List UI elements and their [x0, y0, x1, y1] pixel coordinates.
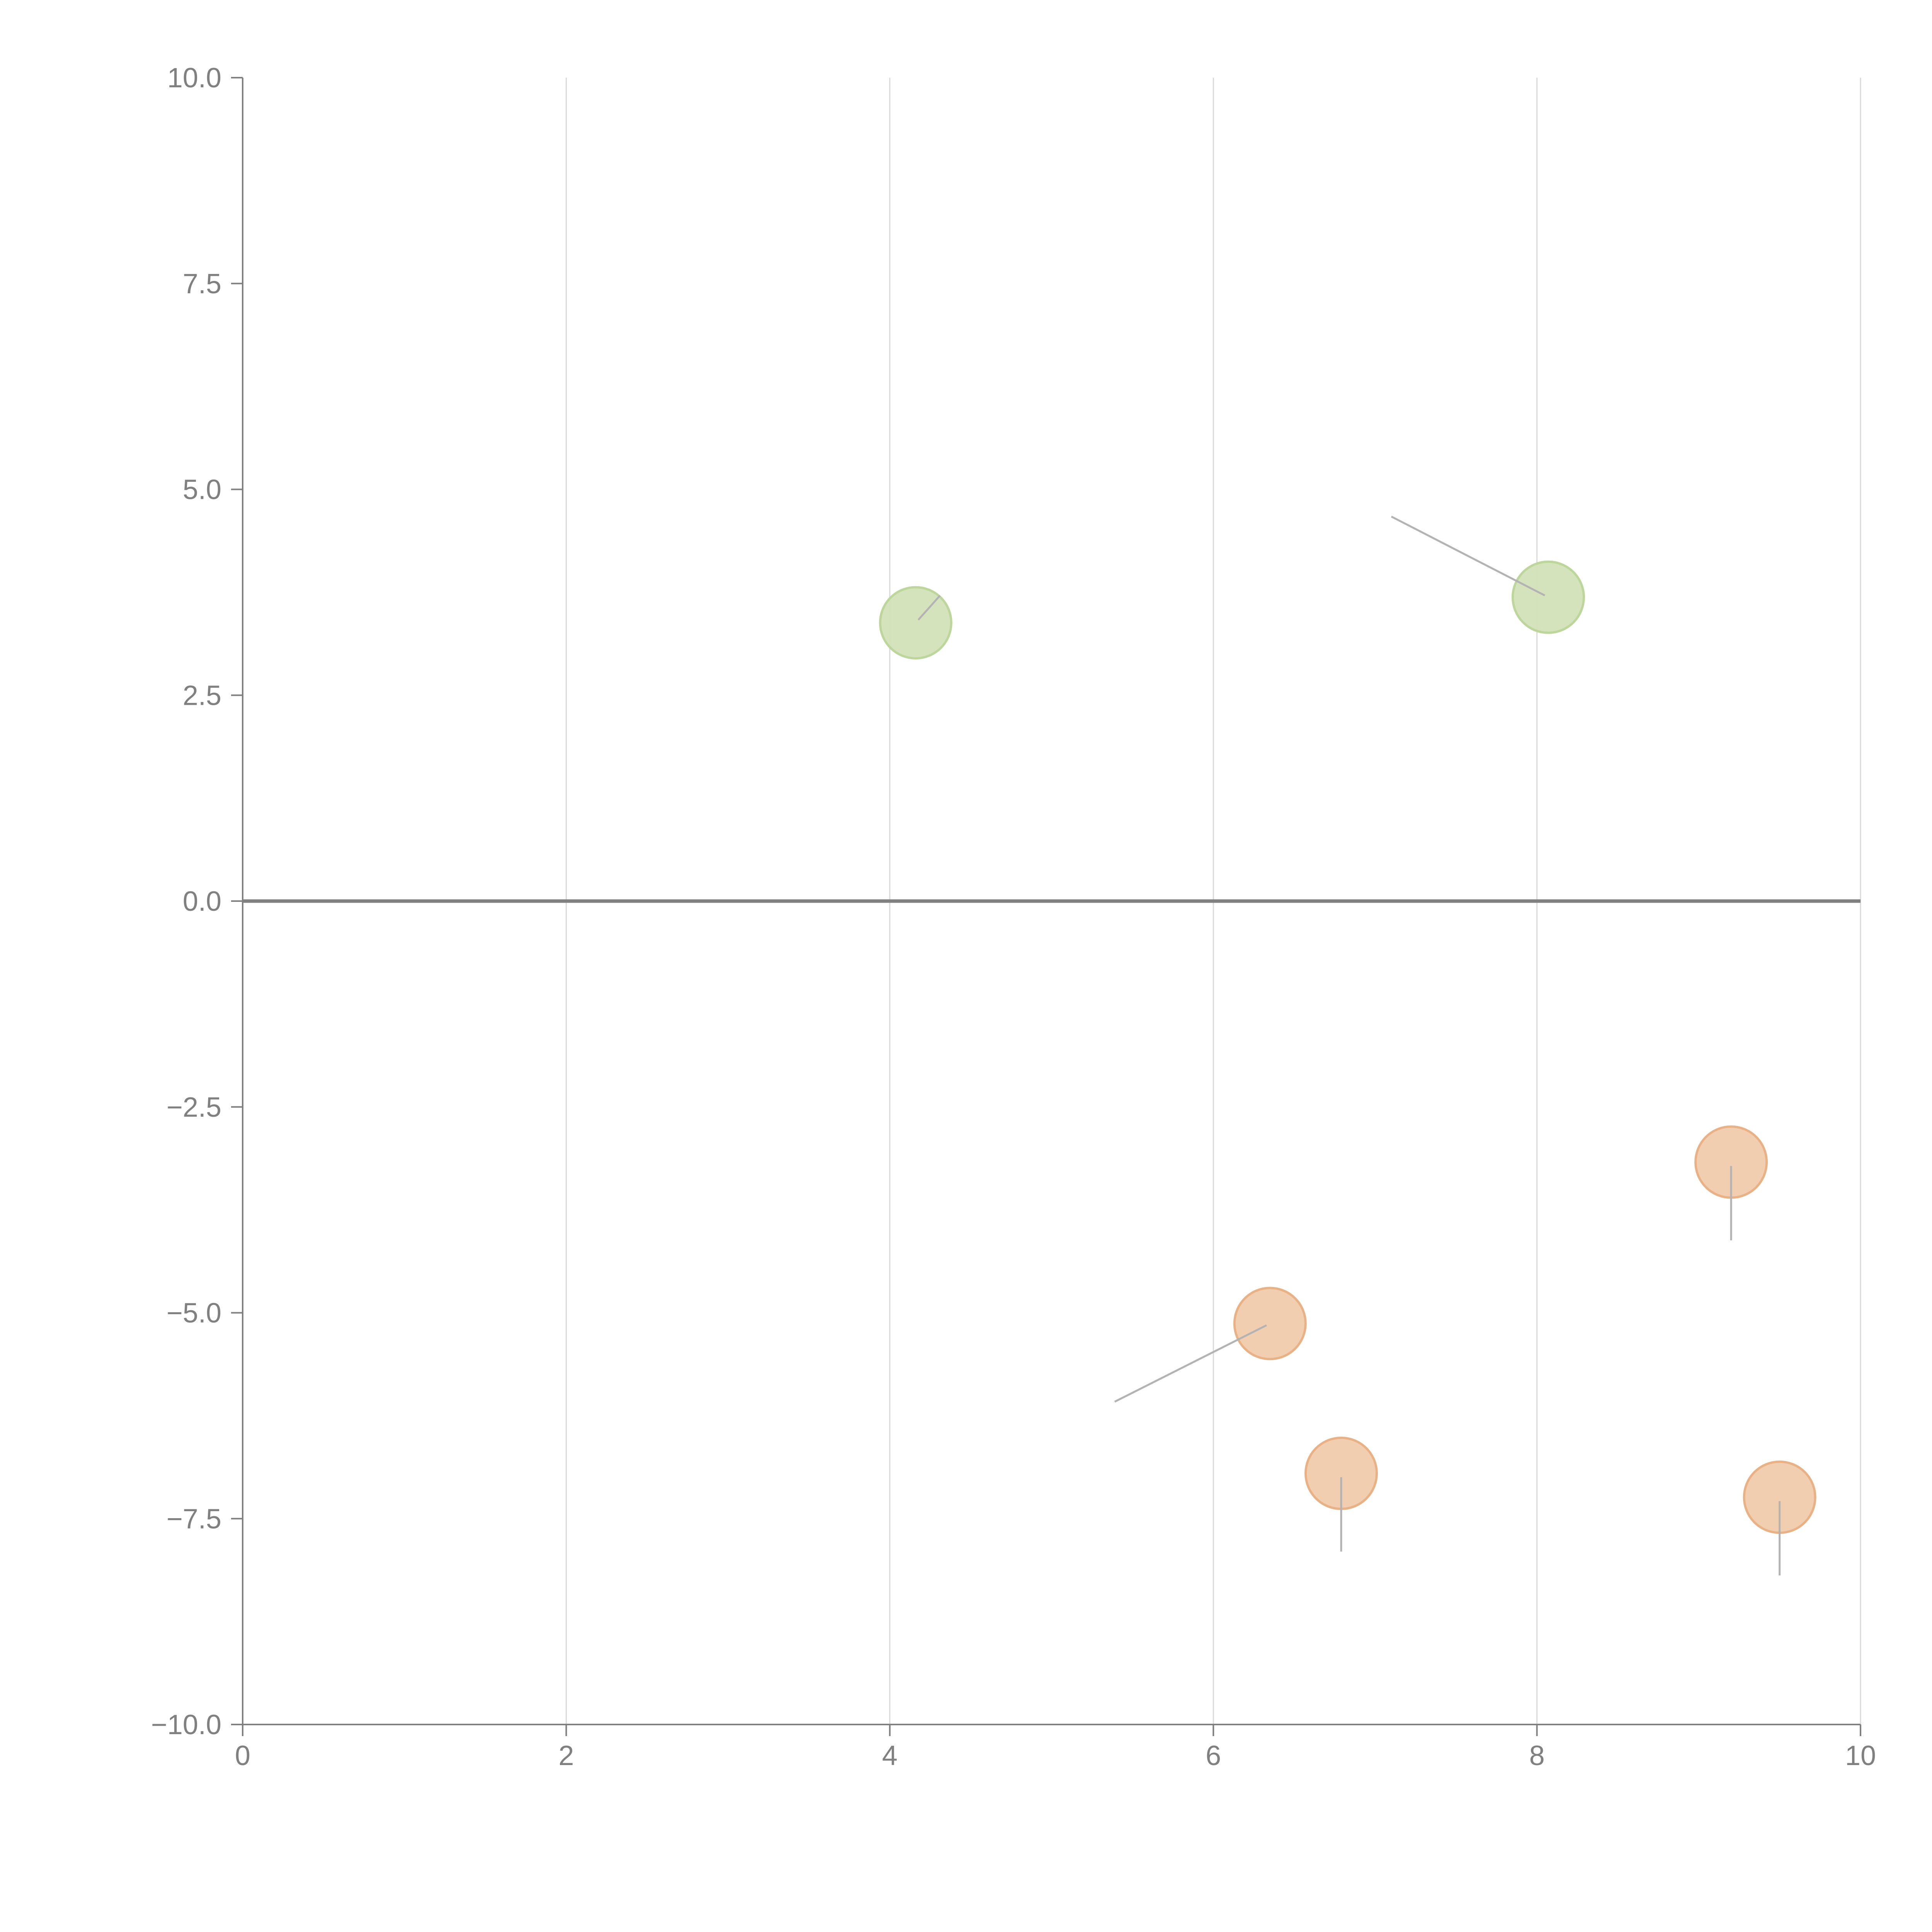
- scatter-point: [1511, 560, 1585, 634]
- scatter-point: [1233, 1287, 1307, 1361]
- y-tick-label: −7.5: [167, 1503, 221, 1534]
- y-tick-label: 10.0: [167, 63, 221, 94]
- x-tick-label: 2: [558, 1740, 574, 1771]
- x-tick-label: 6: [1206, 1740, 1221, 1771]
- y-tick-label: 0.0: [183, 886, 221, 917]
- y-tick-label: −5.0: [167, 1298, 221, 1329]
- y-tick-label: 5.0: [183, 474, 221, 505]
- x-tick-label: 10: [1845, 1740, 1876, 1771]
- points-layer: [879, 515, 1816, 1576]
- x-tick-label: 4: [882, 1740, 898, 1771]
- x-tick-label: 8: [1529, 1740, 1545, 1771]
- leader-line: [1391, 515, 1546, 597]
- scatter-point: [879, 586, 952, 660]
- x-tick-label: 0: [235, 1740, 250, 1771]
- y-tick-label: 7.5: [183, 269, 221, 299]
- leader-line: [1114, 1324, 1267, 1403]
- y-tick-label: 2.5: [183, 680, 221, 711]
- y-tick-label: −2.5: [167, 1092, 221, 1123]
- tick-labels-layer: 0 2 4 6 8 10 10.0 7.5 5.0 2.5 0.0 −2.5 −5.0 −7.5 −10.0: [151, 63, 1876, 1771]
- axes-layer: [231, 77, 1861, 1736]
- y-tick-label: −10.0: [151, 1709, 221, 1740]
- leader-line: [917, 595, 941, 621]
